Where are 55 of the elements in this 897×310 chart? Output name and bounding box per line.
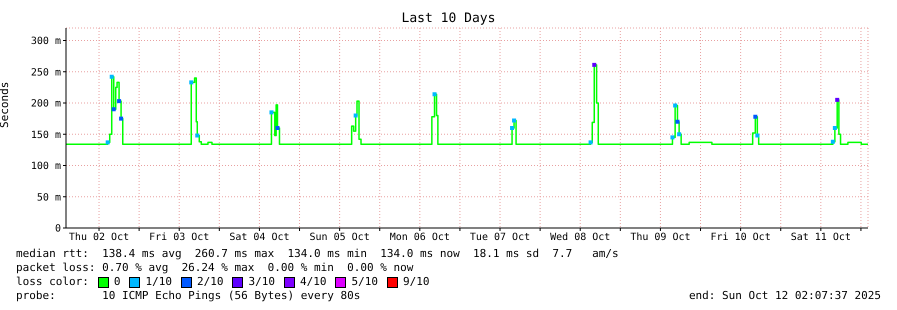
text: probe: 10 ICMP Echo Pings (56 Bytes) every 80s (16, 289, 362, 303)
point (110, 74, 114, 79)
text: median rtt: 138.4 ms avg 260.7 ms max 134.0 ms min 134.0 ms now 18.1 ms sd 7.7 am/s (16, 247, 619, 261)
x-tick-label: Sat 11 Oct (790, 232, 851, 244)
point (830, 140, 835, 144)
point (112, 107, 116, 112)
point (512, 118, 516, 122)
legend-label: 4/10 (300, 275, 326, 289)
point (269, 110, 274, 114)
x-tick-label: Thu 02 Oct (68, 232, 130, 244)
point (592, 62, 596, 67)
y-tick-label: 200 m (30, 98, 61, 110)
text: end: Sun Oct 12 02:07:37 2025 (688, 289, 881, 303)
legend-label: 1/10 (145, 275, 172, 289)
y-tick-label: 100 m (30, 161, 61, 172)
point (195, 134, 200, 138)
point (119, 116, 124, 121)
point (117, 99, 122, 104)
y-tick-label: 50 m (36, 192, 61, 204)
x-tick-label: Mon 06 Oct (390, 232, 450, 244)
point (432, 92, 437, 96)
point (677, 132, 682, 136)
x-tick-label: Fri 10 Oct (710, 232, 771, 244)
point (354, 114, 358, 118)
chart-title: Last 10 Days (400, 11, 496, 26)
y-tick-label: 300 m (30, 36, 61, 48)
x-tick-label: Fri 03 Oct (149, 232, 210, 244)
x-tick-label: Thu 09 Oct (630, 232, 691, 244)
point (755, 134, 760, 138)
legend-label: 9/10 (402, 275, 430, 289)
x-tick-label: Wed 08 Oct (550, 232, 610, 244)
legend-label: 3/10 (248, 275, 275, 289)
y-tick-label: 250 m (30, 67, 61, 78)
point (189, 80, 194, 84)
legend-label: 0 (114, 275, 120, 289)
y-tick-label: 150 m (30, 130, 61, 141)
x-tick-label: Sun 05 Oct (310, 232, 370, 244)
point (675, 120, 680, 124)
legend-label: 5/10 (351, 275, 378, 289)
point (835, 98, 840, 102)
legend-title: loss color: (16, 275, 89, 289)
point (275, 126, 280, 130)
y-tick-label: 0 (54, 224, 61, 235)
point (106, 140, 110, 144)
x-tick-label: Sat 04 Oct (229, 232, 290, 244)
point (673, 104, 678, 108)
y-axis-title: Seconds (0, 82, 11, 128)
point (670, 135, 674, 140)
point (588, 140, 593, 144)
point (753, 114, 758, 119)
text: packet loss: 0.70 % avg 26.24 % max 0.00 % min 0.00 % now (16, 261, 414, 275)
point (510, 126, 514, 130)
x-tick-label: Tue 07 Oct (470, 232, 530, 244)
point (832, 126, 837, 130)
legend-label: 2/10 (196, 275, 224, 289)
